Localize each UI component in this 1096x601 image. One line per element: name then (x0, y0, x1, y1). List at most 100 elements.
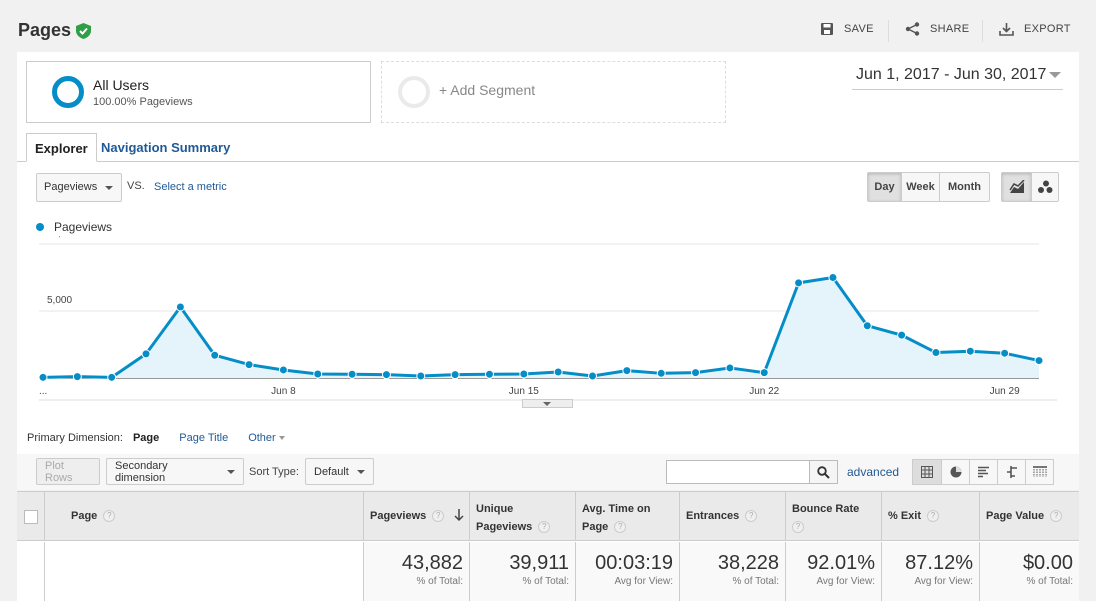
column-header-bounce-rate[interactable]: Bounce Rate? (785, 492, 882, 541)
view-data-table-button[interactable] (913, 460, 941, 484)
help-icon[interactable]: ? (538, 521, 551, 534)
column-header-label: Bounce Rate (792, 503, 860, 515)
share-button[interactable]: SHARE (905, 22, 969, 36)
granularity-month-button[interactable]: Month (939, 173, 989, 201)
totals-exit: 87.12% Avg for View: (881, 542, 979, 601)
pie-chart-icon (950, 466, 961, 478)
data-point (862, 321, 872, 331)
data-point (1034, 356, 1044, 366)
primary-dimension-label: Primary Dimension: (27, 432, 123, 444)
totals-entrances: 38,228 % of Total: (679, 542, 785, 601)
data-point (759, 368, 769, 378)
chart-collapse-handle[interactable] (522, 399, 573, 408)
help-icon[interactable]: ? (614, 521, 627, 534)
legend-swatch (36, 223, 44, 231)
share-icon (905, 22, 920, 36)
totals-page-value: $0.00 % of Total: (979, 542, 1079, 601)
export-label: EXPORT (1024, 23, 1071, 35)
secondary-dimension-dropdown[interactable]: Secondary dimension (106, 458, 244, 485)
add-segment-button[interactable]: + Add Segment (381, 61, 726, 123)
granularity-week-button[interactable]: Week (901, 173, 939, 201)
add-segment-label: + Add Segment (439, 82, 536, 98)
date-range-label: Jun 1, 2017 - Jun 30, 2017 (856, 66, 1047, 83)
date-range-picker[interactable]: Jun 1, 2017 - Jun 30, 2017 (852, 66, 1063, 90)
help-icon[interactable]: ? (103, 510, 116, 523)
data-point (416, 371, 426, 381)
chart-type-toggle (1001, 172, 1059, 202)
chevron-down-icon (278, 436, 285, 440)
motion-chart-button[interactable] (1031, 173, 1058, 201)
data-point (484, 369, 494, 379)
data-point (210, 350, 220, 360)
table-header-row: Page? Pageviews? Unique Pageviews? Avg. … (17, 492, 1079, 541)
data-point (519, 369, 529, 379)
totals-pageviews: 43,882 % of Total: (363, 542, 469, 601)
view-pivot-button[interactable] (1025, 460, 1053, 484)
help-icon[interactable]: ? (792, 521, 804, 534)
total-sub: % of Total: (522, 576, 569, 587)
help-icon[interactable]: ? (745, 510, 758, 523)
metric-dropdown[interactable]: Pageviews (36, 173, 122, 202)
total-value: 87.12% (905, 552, 973, 574)
data-point (897, 330, 907, 340)
column-header-entrances[interactable]: Entrances? (679, 492, 786, 541)
chevron-down-icon (356, 469, 365, 474)
top-bar: Pages SAVE SHARE EXPORT (0, 0, 1096, 52)
total-sub: % of Total: (732, 576, 779, 587)
sort-type-dropdown[interactable]: Default (305, 458, 374, 485)
primary-dimension-page[interactable]: Page (132, 432, 160, 444)
help-icon[interactable]: ? (432, 510, 445, 523)
advanced-filter-link[interactable]: advanced (847, 465, 900, 479)
chevron-down-icon (227, 469, 235, 474)
column-header-exit[interactable]: % Exit? (881, 492, 980, 541)
column-header-avg-time-on-page[interactable]: Avg. Time on Page? (575, 492, 680, 541)
total-value: $0.00 (1022, 552, 1073, 574)
bubble-chart-icon (1038, 180, 1053, 193)
table-search-button[interactable] (809, 460, 838, 484)
data-point (725, 363, 735, 373)
export-button[interactable]: EXPORT (999, 22, 1071, 36)
help-icon[interactable]: ? (927, 510, 940, 523)
column-header-page[interactable]: Page? (44, 492, 364, 541)
data-point (450, 370, 460, 380)
share-label: SHARE (930, 23, 970, 35)
column-header-page-value[interactable]: Page Value? (979, 492, 1079, 541)
column-header-unique-pageviews[interactable]: Unique Pageviews? (469, 492, 576, 541)
totals-page-cell (44, 542, 364, 601)
data-point (588, 371, 598, 381)
column-header-pageviews[interactable]: Pageviews? (363, 492, 473, 541)
tab-explorer[interactable]: Explorer (26, 133, 97, 162)
plot-rows-button[interactable]: Plot Rows (36, 458, 100, 485)
tab-navigation-summary[interactable]: Navigation Summary (101, 140, 231, 155)
pageviews-chart: 10,000 5,000... Jun 8 Jun 15 Jun 22 Jun 29 (38, 236, 1057, 401)
primary-dimension-other[interactable]: Other (248, 432, 285, 444)
data-point (381, 370, 391, 380)
data-point (72, 372, 82, 382)
secondary-dimension-label: Secondary dimension (115, 459, 168, 484)
save-button[interactable]: SAVE (820, 22, 874, 36)
column-header-label: % Exit (888, 510, 922, 522)
totals-checkbox-cell (17, 542, 44, 601)
view-performance-button[interactable] (969, 460, 997, 484)
segment-all-users[interactable]: All Users 100.00% Pageviews (26, 61, 371, 123)
series-line (42, 276, 1040, 379)
granularity-day-button[interactable]: Day (868, 173, 901, 201)
select-all-checkbox[interactable] (24, 510, 38, 524)
table-view-toggle (912, 459, 1054, 485)
view-comparison-button[interactable] (997, 460, 1025, 484)
line-chart-button[interactable] (1002, 173, 1031, 201)
select-metric-link[interactable]: Select a metric (154, 181, 227, 193)
vs-label: VS. (127, 180, 145, 192)
series-area (43, 277, 1039, 378)
primary-dimension-page-title[interactable]: Page Title (179, 432, 229, 444)
view-pie-button[interactable] (941, 460, 969, 484)
total-value: 00:03:19 (595, 552, 673, 574)
total-sub: % of Total: (416, 576, 463, 587)
column-header-label: Avg. Time on Page (582, 503, 651, 533)
help-icon[interactable]: ? (1050, 510, 1063, 523)
search-icon (817, 465, 830, 479)
data-point (622, 366, 632, 376)
chevron-down-icon (1049, 72, 1061, 78)
table-search-input[interactable] (666, 460, 810, 484)
data-point (38, 372, 48, 382)
